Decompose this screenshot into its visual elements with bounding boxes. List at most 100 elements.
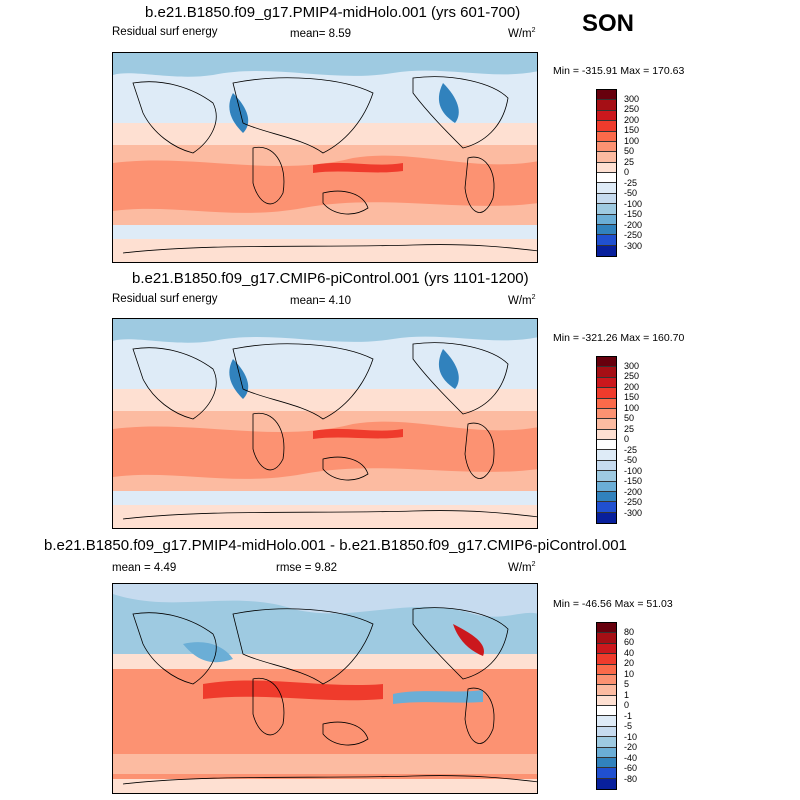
- panel-1-colorbar: [596, 89, 617, 257]
- panel-1-minmax: Min = -315.91 Max = 170.63: [553, 65, 685, 77]
- colorbar-tick-label: 1: [624, 689, 630, 700]
- colorbar-box: [597, 141, 616, 153]
- colorbar-box: [597, 357, 616, 368]
- colorbar-tick-label: 250: [624, 104, 640, 114]
- colorbar-box: [597, 90, 616, 101]
- colorbar-tick-label: -80: [624, 773, 638, 784]
- colorbar-tick-label: -25: [624, 444, 638, 455]
- panel-1-mean: mean= 8.59: [290, 28, 352, 40]
- colorbar-tick-label: 20: [624, 658, 635, 668]
- panel-1-units: W/m2: [508, 27, 536, 40]
- colorbar-tick-label: -5: [624, 721, 633, 731]
- colorbar-tick-label: 0: [624, 167, 630, 177]
- colorbar-box: [597, 654, 616, 665]
- colorbar-box: [597, 674, 616, 686]
- colorbar-box: [597, 481, 616, 492]
- colorbar-tick-label: 150: [624, 125, 640, 135]
- panel-3-title: b.e21.B1850.f09_g17.PMIP4-midHolo.001 - …: [44, 537, 627, 554]
- panel-2-colorbar: [596, 356, 617, 524]
- panel-3-colorbar-labels: 80 60 40 20 10 5 1 0 -1 -5 -10 -20 -40 -60 -80: [624, 622, 664, 790]
- colorbar-tick-label: -150: [624, 209, 643, 219]
- colorbar-tick-label: -200: [624, 219, 643, 230]
- colorbar-tick-label: -200: [624, 486, 643, 497]
- panel-1-title: b.e21.B1850.f09_g17.PMIP4-midHolo.001 (y…: [145, 4, 521, 21]
- colorbar-tick-label: 50: [624, 146, 635, 156]
- colorbar-box: [597, 757, 616, 769]
- colorbar-box: [597, 408, 616, 420]
- colorbar-tick-label: -60: [624, 763, 638, 773]
- colorbar-box: [597, 377, 616, 389]
- panel-1-colorbar-labels: 300 250 200 150 100 50 25 0 -25 -50 -100 -150 -200 -2…: [624, 89, 664, 257]
- colorbar-tick-label: 25: [624, 423, 635, 434]
- colorbar-box: [597, 429, 616, 440]
- colorbar-box: [597, 664, 616, 675]
- colorbar-box: [597, 685, 616, 696]
- colorbar-box: [597, 768, 616, 779]
- colorbar-tick-label: 200: [624, 114, 640, 125]
- colorbar-box: [597, 131, 616, 142]
- colorbar-tick-label: -250: [624, 497, 643, 507]
- colorbar-tick-label: 10: [624, 668, 635, 679]
- colorbar-box: [597, 502, 616, 513]
- colorbar-tick-label: 40: [624, 647, 635, 658]
- panel-3-rmse: rmse = 9.82: [276, 562, 338, 574]
- colorbar-tick-label: -100: [624, 465, 643, 476]
- colorbar-box: [597, 512, 616, 523]
- colorbar-box: [597, 726, 616, 738]
- colorbar-tick-label: -300: [624, 240, 643, 251]
- colorbar-box: [597, 183, 616, 194]
- colorbar-box: [597, 695, 616, 706]
- colorbar-tick-label: 0: [624, 434, 630, 444]
- colorbar-box: [597, 173, 616, 184]
- colorbar-tick-label: 5: [624, 679, 630, 689]
- colorbar-tick-label: -300: [624, 507, 643, 518]
- colorbar-box: [597, 235, 616, 246]
- colorbar-box: [597, 643, 616, 655]
- colorbar-box: [597, 162, 616, 173]
- panel-2-colorbar-labels: 300 250 200 150 100 50 25 0 -25 -50 -100 -150 -200 -2…: [624, 356, 664, 524]
- panel-3-mean: mean = 4.49: [112, 562, 177, 574]
- panel-2-title: b.e21.B1850.f09_g17.CMIP6-piControl.001 …: [132, 270, 529, 287]
- colorbar-box: [597, 388, 616, 399]
- colorbar-tick-label: -40: [624, 752, 638, 763]
- colorbar-tick-label: 300: [624, 93, 640, 104]
- colorbar-tick-label: -1: [624, 710, 633, 721]
- colorbar-box: [597, 224, 616, 236]
- colorbar-box: [597, 778, 616, 789]
- panel-2-units: W/m2: [508, 294, 536, 307]
- colorbar-tick-label: 250: [624, 371, 640, 381]
- colorbar-box: [597, 245, 616, 256]
- panel-2-mean: mean= 4.10: [290, 295, 352, 307]
- colorbar-box: [597, 737, 616, 748]
- colorbar-box: [597, 152, 616, 163]
- panel-3-map: [112, 583, 538, 794]
- colorbar-tick-label: 80: [624, 626, 635, 637]
- colorbar-tick-label: 60: [624, 637, 635, 647]
- colorbar-box: [597, 440, 616, 451]
- panel-1-variable-label: Residual surf energy: [112, 26, 218, 38]
- colorbar-box: [597, 419, 616, 430]
- colorbar-tick-label: 100: [624, 402, 640, 413]
- colorbar-tick-label: -250: [624, 230, 643, 240]
- panel-1-map: [112, 52, 538, 263]
- colorbar-tick-label: -50: [624, 455, 638, 465]
- panel-3-minmax: Min = -46.56 Max = 51.03: [553, 598, 673, 610]
- season-label: SON: [582, 10, 635, 37]
- colorbar-tick-label: 150: [624, 392, 640, 402]
- colorbar-tick-label: 200: [624, 381, 640, 392]
- colorbar-tick-label: -100: [624, 198, 643, 209]
- colorbar-box: [597, 747, 616, 758]
- colorbar-box: [597, 471, 616, 482]
- panel-2-map: [112, 318, 538, 529]
- colorbar-box: [597, 398, 616, 409]
- colorbar-tick-label: -150: [624, 476, 643, 486]
- panel-3-units: W/m2: [508, 561, 536, 574]
- colorbar-tick-label: -10: [624, 731, 638, 742]
- colorbar-box: [597, 460, 616, 472]
- colorbar-box: [597, 214, 616, 225]
- colorbar-box: [597, 100, 616, 111]
- colorbar-box: [597, 121, 616, 132]
- colorbar-tick-label: -20: [624, 742, 638, 752]
- colorbar-box: [597, 623, 616, 634]
- colorbar-box: [597, 367, 616, 378]
